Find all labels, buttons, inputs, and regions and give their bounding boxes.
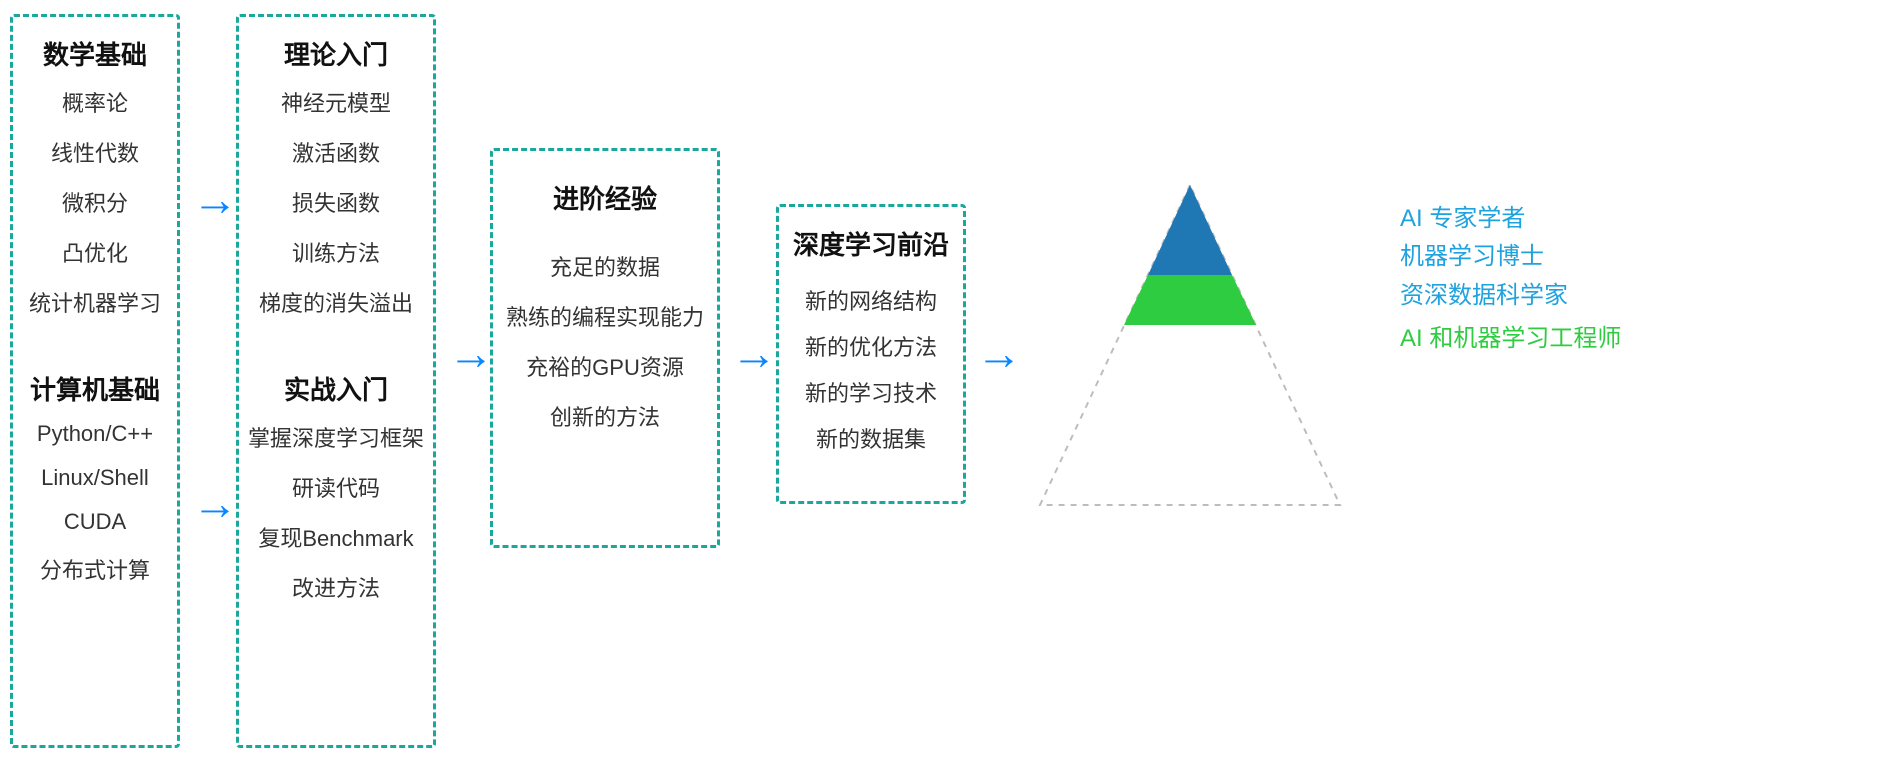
item: 改进方法 bbox=[247, 571, 425, 603]
item: 损失函数 bbox=[247, 186, 425, 218]
section-title-math: 数学基础 bbox=[21, 35, 169, 72]
section-title-theory: 理论入门 bbox=[247, 35, 425, 72]
section-title-cs: 计算机基础 bbox=[21, 370, 169, 407]
item: 充足的数据 bbox=[501, 250, 709, 282]
arrow-right-icon: → bbox=[192, 176, 238, 222]
pyramid-label-top: AI 专家学者 机器学习博士 资深数据科学家 bbox=[1400, 200, 1568, 315]
item: 掌握深度学习框架 bbox=[247, 421, 425, 453]
item: 线性代数 bbox=[21, 136, 169, 168]
section-title-frontier: 深度学习前沿 bbox=[787, 225, 955, 262]
stage-advanced: 进阶经验 充足的数据 熟练的编程实现能力 充裕的GPU资源 创新的方法 bbox=[490, 148, 720, 548]
item: 熟练的编程实现能力 bbox=[501, 300, 709, 332]
item: 研读代码 bbox=[247, 471, 425, 503]
arrow-right-icon: → bbox=[731, 330, 777, 376]
item: Linux/Shell bbox=[21, 465, 169, 491]
label-line: 机器学习博士 bbox=[1400, 238, 1568, 276]
item: 新的优化方法 bbox=[787, 330, 955, 362]
item: 激活函数 bbox=[247, 136, 425, 168]
label-line: 资深数据科学家 bbox=[1400, 277, 1568, 315]
arrow-right-icon: → bbox=[976, 330, 1022, 376]
label-line: AI 专家学者 bbox=[1400, 200, 1568, 238]
item: 创新的方法 bbox=[501, 400, 709, 432]
pyramid-label-mid: AI 和机器学习工程师 bbox=[1400, 320, 1621, 358]
item: 训练方法 bbox=[247, 236, 425, 268]
section-title-practice: 实战入门 bbox=[247, 370, 425, 407]
item: 新的学习技术 bbox=[787, 376, 955, 408]
label-line: AI 和机器学习工程师 bbox=[1400, 320, 1621, 358]
item: Python/C++ bbox=[21, 421, 169, 447]
arrow-right-icon: → bbox=[448, 330, 494, 376]
arrow-right-icon: → bbox=[192, 480, 238, 526]
item: 新的网络结构 bbox=[787, 284, 955, 316]
item: 复现Benchmark bbox=[247, 521, 425, 553]
item: 神经元模型 bbox=[247, 86, 425, 118]
stage-frontier: 深度学习前沿 新的网络结构 新的优化方法 新的学习技术 新的数据集 bbox=[776, 204, 966, 504]
item: 微积分 bbox=[21, 186, 169, 218]
career-pyramid bbox=[1020, 175, 1360, 520]
item: 梯度的消失溢出 bbox=[247, 286, 425, 318]
stage-foundations: 数学基础 概率论 线性代数 微积分 凸优化 统计机器学习 计算机基础 Pytho… bbox=[10, 14, 180, 748]
item: 统计机器学习 bbox=[21, 286, 169, 318]
item: CUDA bbox=[21, 509, 169, 535]
item: 分布式计算 bbox=[21, 553, 169, 585]
section-title-advanced: 进阶经验 bbox=[501, 179, 709, 216]
item: 充裕的GPU资源 bbox=[501, 350, 709, 382]
item: 新的数据集 bbox=[787, 422, 955, 454]
item: 凸优化 bbox=[21, 236, 169, 268]
stage-intro: 理论入门 神经元模型 激活函数 损失函数 训练方法 梯度的消失溢出 实战入门 掌… bbox=[236, 14, 436, 748]
item: 概率论 bbox=[21, 86, 169, 118]
